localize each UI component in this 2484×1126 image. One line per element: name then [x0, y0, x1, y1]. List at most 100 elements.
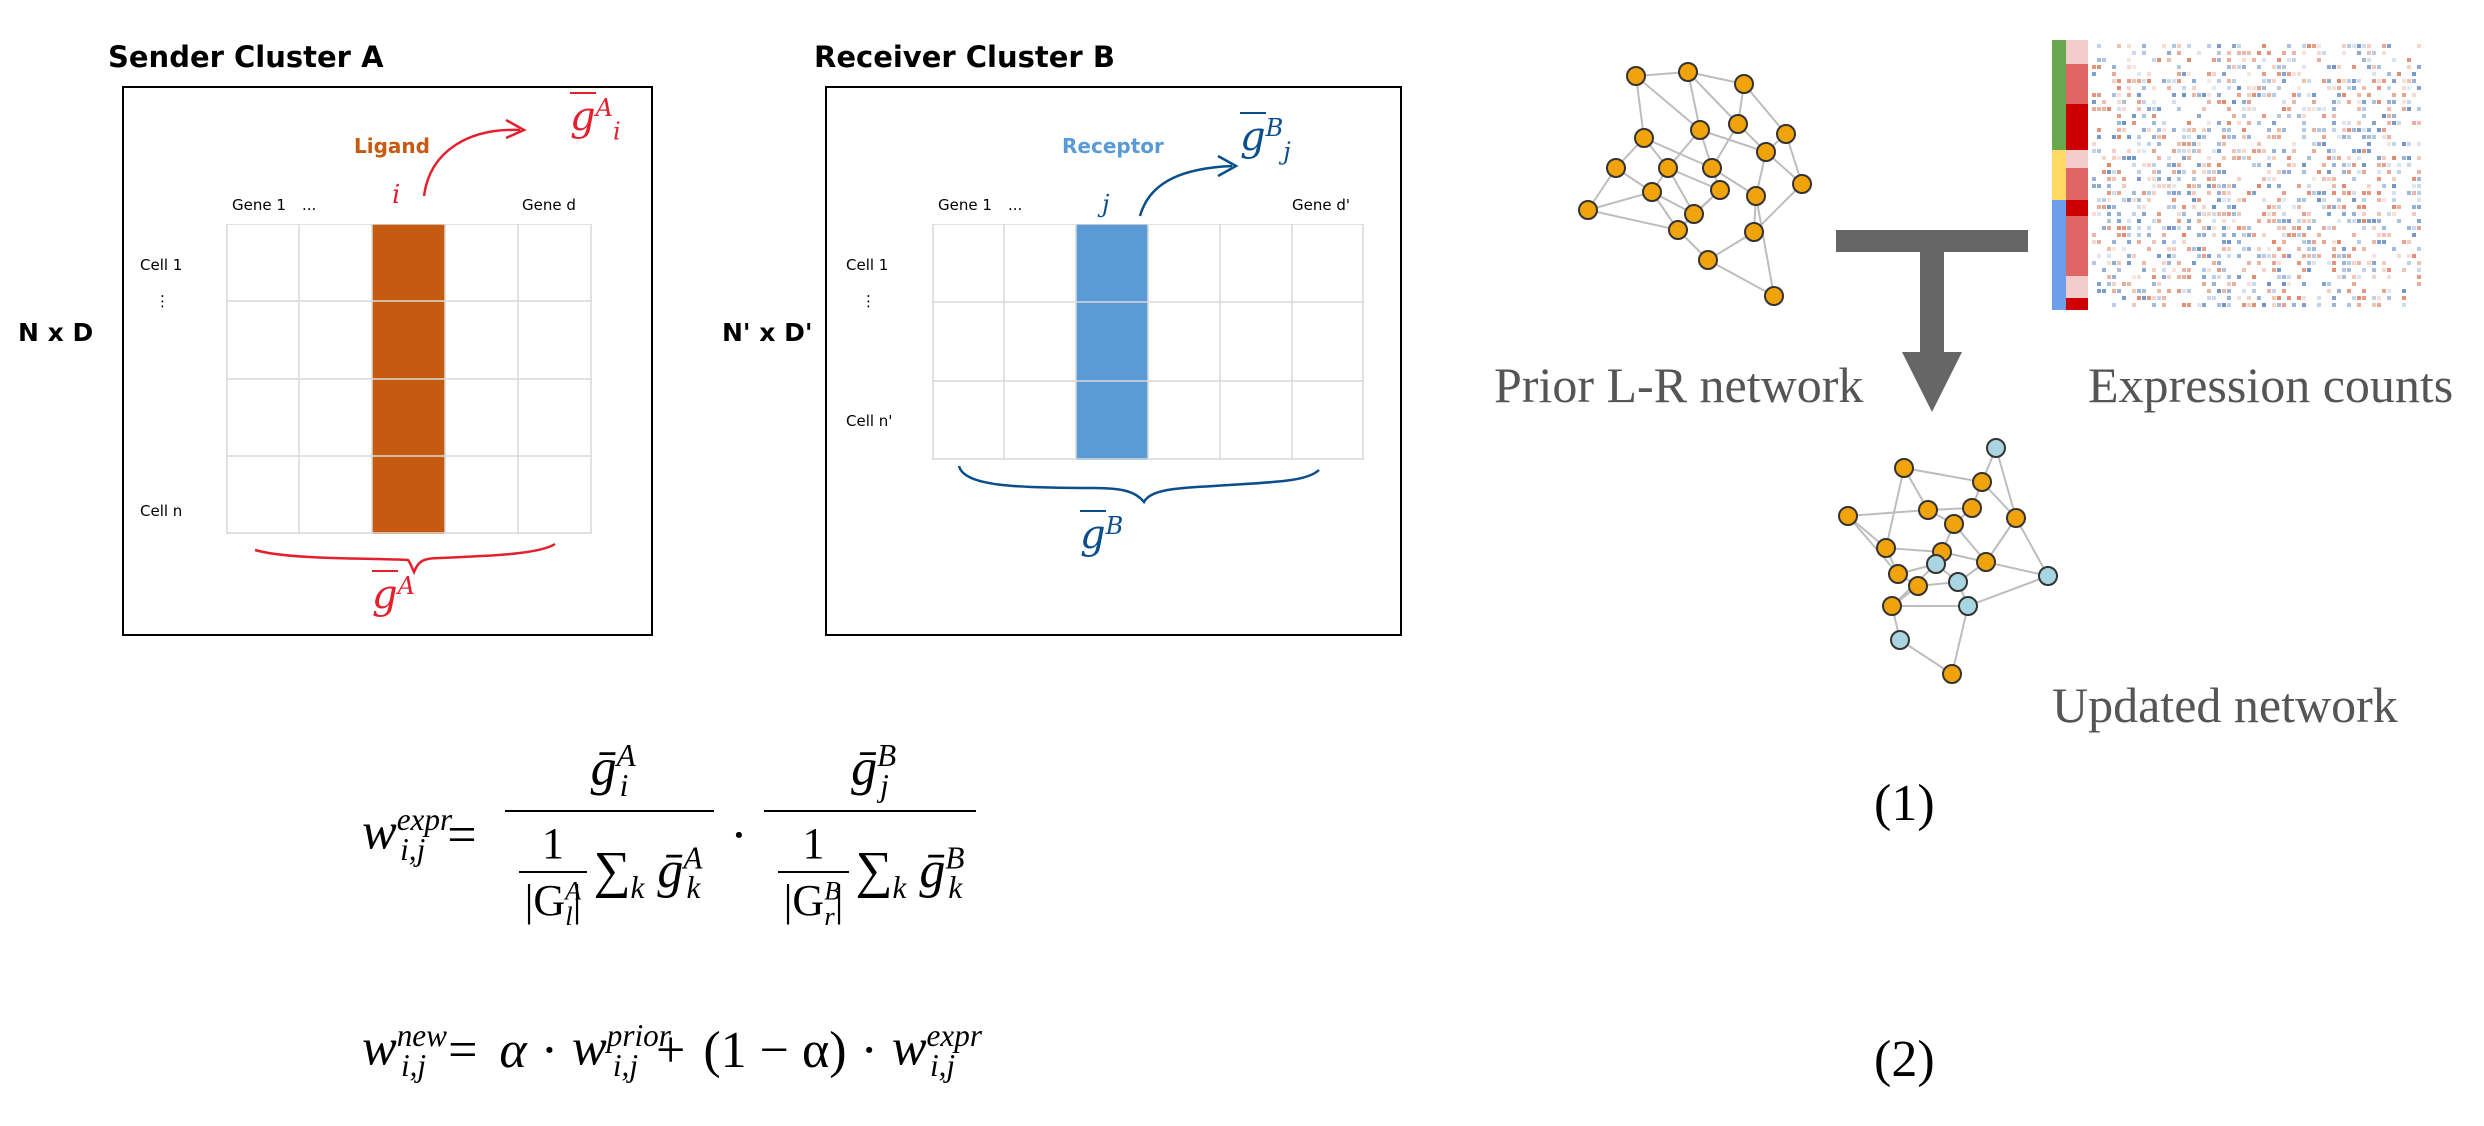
heatmap-cell	[2212, 149, 2216, 153]
heatmap-cell	[2297, 198, 2301, 202]
heatmap-cell	[2252, 303, 2256, 307]
updated-network-node	[1908, 576, 1928, 596]
heatmap-cell	[2257, 86, 2261, 90]
heatmap-cell	[2162, 240, 2166, 244]
heatmap-cell	[2197, 219, 2201, 223]
heatmap-cell	[2347, 191, 2351, 195]
heatmap-cell	[2262, 79, 2266, 83]
heatmap-cell	[2322, 198, 2326, 202]
heatmap-cell	[2287, 163, 2291, 167]
heatmap-cell	[2177, 289, 2181, 293]
heatmap-cell	[2302, 219, 2306, 223]
heatmap-cell	[2097, 65, 2101, 69]
heatmap-cell	[2352, 275, 2356, 279]
heatmap-cell	[2397, 254, 2401, 258]
heatmap-cell	[2232, 65, 2236, 69]
heatmap-cell	[2262, 93, 2266, 97]
heatmap-cell	[2127, 261, 2131, 265]
heatmap-cell	[2342, 247, 2346, 251]
heatmap-cell	[2132, 198, 2136, 202]
heatmap-cell	[2267, 254, 2271, 258]
heatmap-cell	[2297, 72, 2301, 76]
heatmap-cell	[2137, 107, 2141, 111]
heatmap-cell	[2097, 93, 2101, 97]
heatmap-cell	[2097, 128, 2101, 132]
heatmap-cell	[2322, 240, 2326, 244]
heatmap-cell	[2162, 135, 2166, 139]
heatmap-cell	[2242, 289, 2246, 293]
heatmap-cell	[2352, 261, 2356, 265]
heatmap-cell	[2282, 219, 2286, 223]
heatmap-cell	[2377, 100, 2381, 104]
heatmap-cell	[2197, 254, 2201, 258]
heatmap-cell	[2122, 226, 2126, 230]
heatmap-cell	[2092, 100, 2096, 104]
heatmap-cell	[2187, 44, 2191, 48]
heatmap-cell	[2202, 163, 2206, 167]
heatmap-cell	[2307, 226, 2311, 230]
heatmap-cell	[2387, 268, 2391, 272]
heatmap-cell	[2382, 163, 2386, 167]
heatmap-cell	[2182, 240, 2186, 244]
heatmap-cell	[2107, 254, 2111, 258]
heatmap-cell	[2337, 198, 2341, 202]
heatmap-cell	[2272, 149, 2276, 153]
heatmap-cell	[2152, 170, 2156, 174]
heatmap-row-group	[2052, 40, 2066, 150]
heatmap-cell	[2317, 296, 2321, 300]
heatmap-cell	[2137, 289, 2141, 293]
heatmap-cell	[2217, 275, 2221, 279]
heatmap-cell	[2187, 149, 2191, 153]
prior-network-node	[1698, 250, 1718, 270]
prior-network-node	[1626, 66, 1646, 86]
heatmap-cell	[2182, 135, 2186, 139]
heatmap-cell	[2222, 289, 2226, 293]
heatmap-row-annotation	[2066, 64, 2088, 104]
heatmap-cell	[2322, 51, 2326, 55]
heatmap-cell	[2377, 163, 2381, 167]
heatmap-cell	[2157, 184, 2161, 188]
heatmap-cell	[2277, 268, 2281, 272]
heatmap-cell	[2282, 170, 2286, 174]
heatmap-cell	[2217, 51, 2221, 55]
heatmap-cell	[2137, 135, 2141, 139]
heatmap-cell	[2147, 107, 2151, 111]
heatmap-cell	[2212, 170, 2216, 174]
heatmap-cell	[2392, 79, 2396, 83]
heatmap-cell	[2237, 65, 2241, 69]
heatmap-cell	[2252, 58, 2256, 62]
heatmap-cell	[2212, 212, 2216, 216]
heatmap-cell	[2142, 289, 2146, 293]
heatmap-cell	[2117, 261, 2121, 265]
heatmap-cell	[2262, 86, 2266, 90]
heatmap-cell	[2242, 149, 2246, 153]
heatmap-cell	[2117, 44, 2121, 48]
heatmap-cell	[2202, 135, 2206, 139]
heatmap-cell	[2402, 268, 2406, 272]
heatmap-cell	[2317, 51, 2321, 55]
heatmap-cell	[2322, 163, 2326, 167]
heatmap-cell	[2352, 247, 2356, 251]
heatmap-cell	[2092, 65, 2096, 69]
heatmap-cell	[2362, 128, 2366, 132]
heatmap-cell	[2267, 184, 2271, 188]
heatmap-cell	[2357, 100, 2361, 104]
heatmap-cell	[2112, 303, 2116, 307]
heatmap-cell	[2197, 149, 2201, 153]
heatmap-cell	[2282, 226, 2286, 230]
heatmap-cell	[2262, 72, 2266, 76]
prior-network-node	[1690, 120, 1710, 140]
heatmap-cell	[2357, 79, 2361, 83]
heatmap-cell	[2162, 184, 2166, 188]
heatmap-cell	[2132, 303, 2136, 307]
heatmap-cell	[2162, 296, 2166, 300]
heatmap-cell	[2267, 156, 2271, 160]
heatmap-cell	[2132, 65, 2136, 69]
heatmap-cell	[2217, 289, 2221, 293]
heatmap-cell	[2237, 93, 2241, 97]
heatmap-cell	[2342, 44, 2346, 48]
heatmap-cell	[2247, 261, 2251, 265]
prior-network-edge	[1635, 75, 1701, 131]
heatmap-cell	[2202, 268, 2206, 272]
cell-dots-label: ⋮	[155, 292, 170, 310]
